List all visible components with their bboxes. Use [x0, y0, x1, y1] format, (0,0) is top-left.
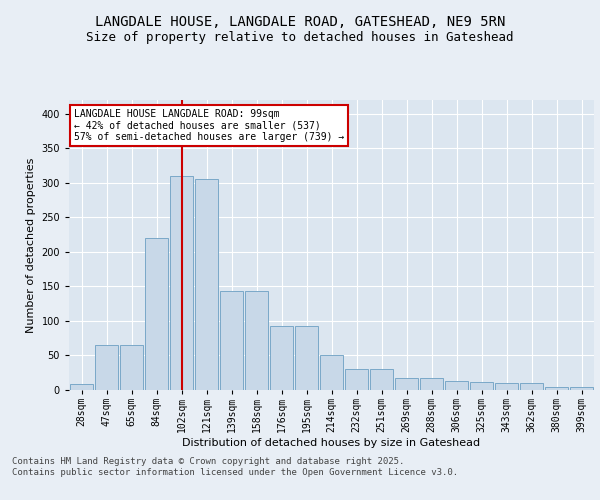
Text: Contains HM Land Registry data © Crown copyright and database right 2025.
Contai: Contains HM Land Registry data © Crown c…	[12, 458, 458, 477]
Bar	[570, 386, 593, 390]
Bar	[445, 381, 468, 390]
Bar	[270, 326, 293, 390]
Bar	[95, 345, 118, 390]
Bar	[420, 378, 443, 390]
Bar	[470, 382, 493, 390]
Bar	[295, 326, 318, 390]
Bar	[70, 384, 93, 390]
Bar	[220, 292, 243, 390]
Bar	[145, 238, 168, 390]
Bar	[120, 345, 143, 390]
Bar	[195, 180, 218, 390]
Bar	[320, 356, 343, 390]
Y-axis label: Number of detached properties: Number of detached properties	[26, 158, 36, 332]
Bar	[545, 386, 568, 390]
Text: LANGDALE HOUSE, LANGDALE ROAD, GATESHEAD, NE9 5RN: LANGDALE HOUSE, LANGDALE ROAD, GATESHEAD…	[95, 16, 505, 30]
X-axis label: Distribution of detached houses by size in Gateshead: Distribution of detached houses by size …	[182, 438, 481, 448]
Bar	[345, 370, 368, 390]
Text: LANGDALE HOUSE LANGDALE ROAD: 99sqm
← 42% of detached houses are smaller (537)
5: LANGDALE HOUSE LANGDALE ROAD: 99sqm ← 42…	[74, 108, 344, 142]
Text: Size of property relative to detached houses in Gateshead: Size of property relative to detached ho…	[86, 31, 514, 44]
Bar	[170, 176, 193, 390]
Bar	[395, 378, 418, 390]
Bar	[520, 383, 543, 390]
Bar	[495, 383, 518, 390]
Bar	[245, 292, 268, 390]
Bar	[370, 370, 393, 390]
